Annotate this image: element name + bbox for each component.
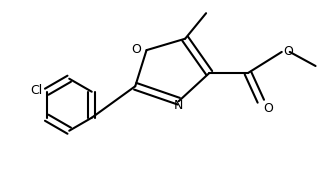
Text: O: O — [132, 43, 141, 56]
Text: O: O — [263, 102, 273, 115]
Text: N: N — [174, 99, 184, 112]
Text: Cl: Cl — [31, 84, 43, 97]
Text: O: O — [284, 45, 294, 58]
